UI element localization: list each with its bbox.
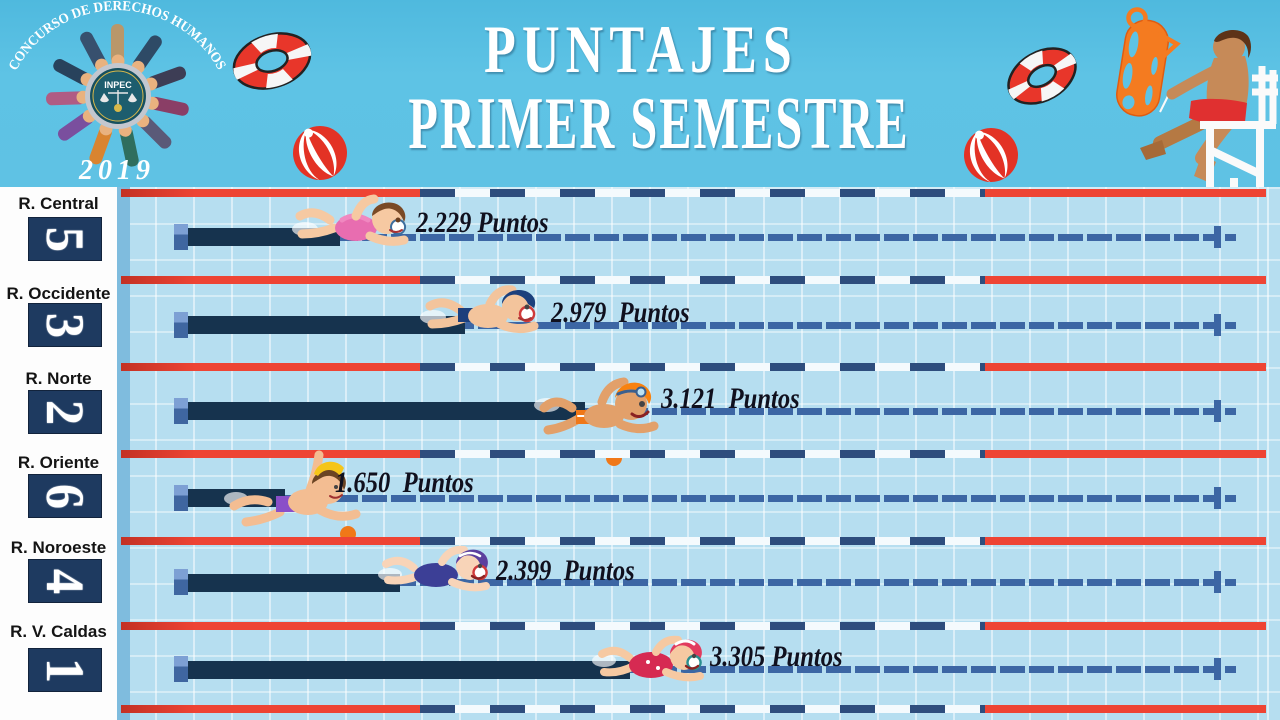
- svg-text:INPEC: INPEC: [104, 80, 132, 90]
- svg-text:2019: 2019: [78, 155, 155, 186]
